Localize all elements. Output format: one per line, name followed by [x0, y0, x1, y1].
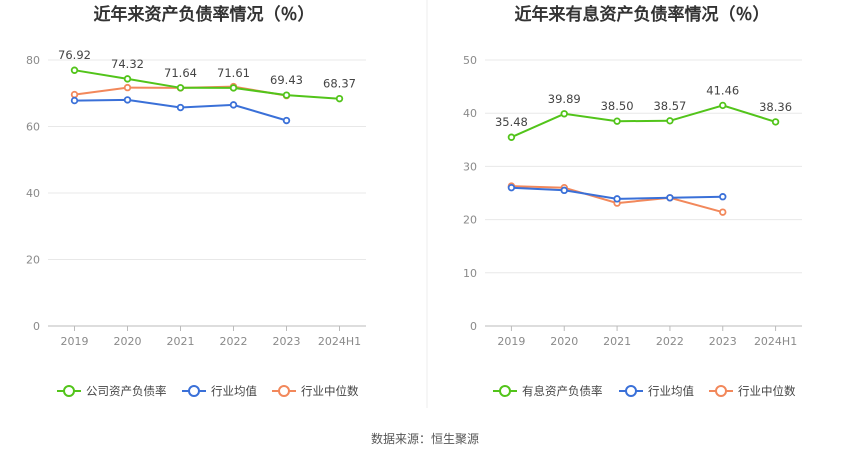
chart-panel-1: 近年来资产负债率情况（％） 0 20 40 60 80 2019 2020 2021 2022 20… [26, 4, 366, 398]
data-label: 38.36 [759, 100, 792, 114]
series-avg [70, 96, 291, 125]
chart-panel-2: 近年来有息资产负债率情况（％） 0 10 20 30 40 50 2019 2020 2021 20… [463, 4, 802, 398]
data-point [70, 66, 79, 74]
y-tick-label: 40 [26, 187, 40, 200]
legend-item-median: 行业中位数 [709, 384, 796, 398]
chart-title: 近年来有息资产负债率情况（％） [515, 4, 770, 25]
data-point [666, 117, 674, 125]
legend-label: 公司资产负债率 [86, 384, 167, 398]
legend-label: 行业中位数 [301, 384, 359, 398]
legend-item-avg: 行业均值 [182, 384, 257, 398]
data-point [666, 194, 674, 202]
x-tick-label: 2020 [114, 335, 142, 348]
legend-marker [715, 385, 727, 397]
data-point [507, 183, 516, 192]
legend-label: 行业中位数 [738, 384, 796, 398]
y-tick-label: 80 [26, 54, 40, 67]
y-tick-label: 30 [463, 160, 477, 173]
data-point [335, 94, 344, 103]
x-tick-label: 2020 [550, 335, 578, 348]
x-tick-label: 2019 [497, 335, 525, 348]
data-point [771, 118, 780, 126]
series-avg [507, 183, 727, 203]
data-label: 35.48 [495, 115, 528, 129]
data-label: 38.57 [653, 99, 686, 113]
x-tick-label: 2023 [273, 335, 301, 348]
data-point [282, 116, 291, 125]
y-tick-label: 60 [26, 121, 40, 134]
data-point [70, 90, 79, 99]
x-tick-label: 2024H1 [754, 335, 797, 348]
data-point [229, 101, 238, 109]
data-point [123, 96, 132, 104]
legend-item-company: 有息资产负债率 [493, 384, 603, 398]
legend-label: 行业均值 [211, 384, 257, 398]
y-tick-label: 40 [463, 107, 477, 120]
y-tick-label: 0 [33, 320, 40, 333]
x-tick-label: 2019 [61, 335, 89, 348]
legend-label: 行业均值 [648, 384, 694, 398]
data-point [70, 96, 79, 105]
x-tick-label: 2021 [167, 335, 195, 348]
chart-title: 近年来资产负债率情况（％） [94, 4, 315, 25]
series-line [74, 69, 340, 100]
x-tick-label: 2023 [709, 335, 737, 348]
y-tick-label: 50 [463, 54, 477, 67]
data-point [176, 103, 185, 112]
legend-marker [625, 385, 637, 397]
data-point [560, 186, 568, 195]
data-label: 71.64 [164, 66, 197, 80]
y-tick-label: 20 [26, 254, 40, 267]
data-point [507, 133, 516, 141]
data-label: 68.37 [323, 77, 356, 91]
data-point [560, 110, 568, 118]
legend-label: 有息资产负债率 [522, 384, 603, 398]
legend-item-company: 公司资产负债率 [57, 384, 167, 398]
data-point [719, 208, 727, 216]
data-label: 41.46 [706, 83, 739, 97]
data-point [719, 101, 727, 110]
legend-item-median: 行业中位数 [272, 384, 359, 398]
data-point [613, 195, 621, 203]
data-point [613, 117, 621, 125]
source-text: 数据来源：恒生聚源 [371, 431, 479, 446]
x-tick-label: 2022 [656, 335, 684, 348]
series-company: 76.92 74.32 71.64 71.61 69.43 68.37 [58, 48, 356, 103]
y-tick-label: 20 [463, 214, 477, 227]
data-point [176, 84, 185, 92]
x-tick-label: 2022 [220, 335, 248, 348]
legend-marker [63, 385, 75, 397]
legend-item-avg: 行业均值 [619, 384, 694, 398]
data-label: 69.43 [270, 73, 303, 87]
data-point [719, 193, 727, 201]
data-label: 74.32 [111, 57, 144, 71]
legend-marker [278, 385, 290, 397]
x-tick-label: 2021 [603, 335, 631, 348]
data-label: 38.50 [601, 99, 634, 113]
data-point [123, 83, 132, 92]
data-point [282, 91, 291, 99]
legend-marker [499, 385, 511, 397]
y-tick-label: 0 [470, 320, 477, 333]
data-label: 39.89 [548, 92, 581, 106]
series-line [510, 104, 776, 139]
legend-marker [188, 385, 200, 397]
series-company: 35.48 39.89 38.50 38.57 41.46 38.36 [495, 83, 792, 141]
data-point [123, 75, 132, 83]
y-tick-label: 10 [463, 267, 477, 280]
x-tick-label: 2024H1 [318, 335, 361, 348]
data-label: 76.92 [58, 48, 91, 62]
data-point [229, 84, 238, 92]
data-label: 71.61 [217, 66, 250, 80]
